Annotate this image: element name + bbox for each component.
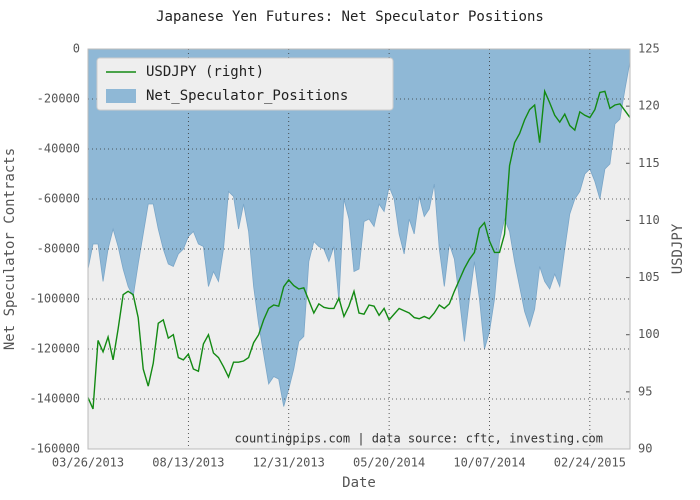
y2-tick-label: 115 (638, 156, 660, 170)
y-tick-label: -80000 (37, 242, 80, 256)
legend: USDJPY (right) Net_Speculator_Positions (96, 57, 394, 111)
x-tick-label: 10/07/2014 (453, 456, 525, 470)
y2-tick-label: 125 (638, 42, 660, 56)
y-axis-label: Net Speculator Contracts (2, 148, 18, 350)
y-tick-label: -100000 (29, 292, 80, 306)
y2-tick-label: 90 (638, 442, 652, 456)
legend-label: USDJPY (right) (146, 64, 264, 80)
y2-tick-label: 100 (638, 327, 660, 341)
annotation: countingpips.com | data source: cftc, in… (235, 432, 603, 446)
x-axis-label: Date (342, 475, 376, 491)
y2-tick-label: 120 (638, 99, 660, 113)
y2-axis-label: USDJPY (670, 223, 686, 274)
line (87, 88, 631, 410)
x-tick-label: 03/26/2013 (52, 456, 124, 470)
y-tick-label: -140000 (29, 392, 80, 406)
y-tick-label: -60000 (37, 192, 80, 206)
chart-title: Japanese Yen Futures: Net Speculator Pos… (156, 9, 544, 25)
y2-tick-label: 110 (638, 213, 660, 227)
legend-swatch (106, 89, 136, 103)
y-tick-label: -20000 (37, 92, 80, 106)
y2-tick-label: 105 (638, 270, 660, 284)
x-tick-label: 02/24/2015 (554, 456, 626, 470)
y-tick-label: -120000 (29, 342, 80, 356)
y2-tick-label: 95 (638, 384, 652, 398)
x-tick-label: 08/13/2013 (152, 456, 224, 470)
x-tick-label: 12/31/2013 (253, 456, 325, 470)
legend-box (96, 57, 394, 111)
legend-label: Net_Speculator_Positions (146, 88, 348, 104)
x-tick-label: 05/20/2014 (353, 456, 425, 470)
y-tick-label: -160000 (29, 442, 80, 456)
plot-frame (87, 48, 631, 450)
y-tick-label: -40000 (37, 142, 80, 156)
y-tick-label: 0 (73, 42, 80, 56)
area (87, 48, 631, 407)
